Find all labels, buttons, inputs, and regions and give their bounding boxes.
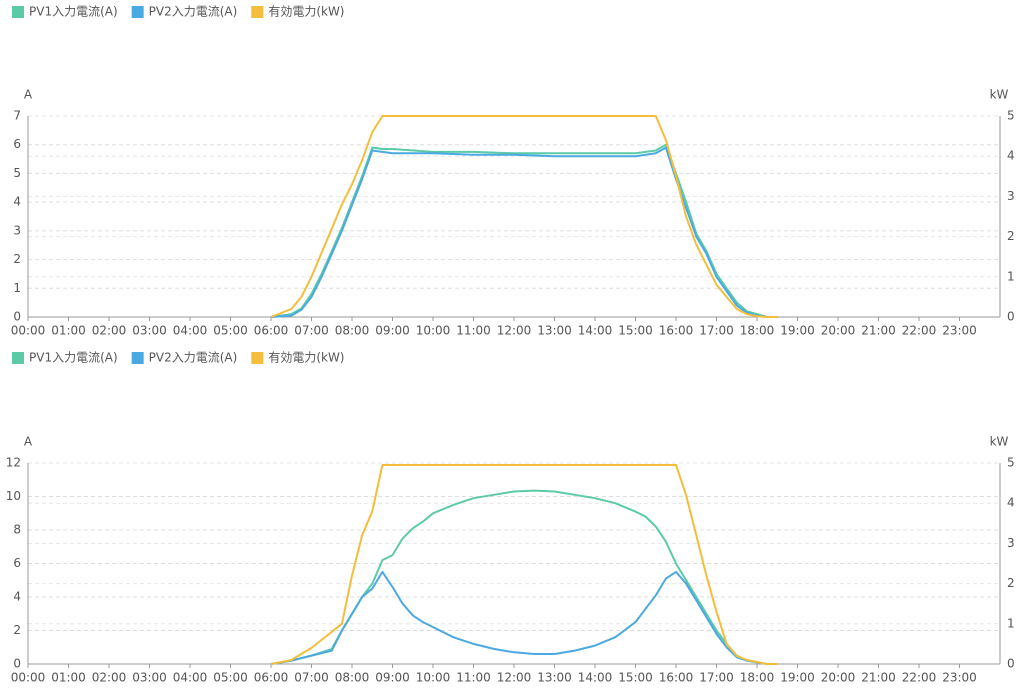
- legend-label[interactable]: PV2入力電流(A): [149, 5, 238, 19]
- y2-tick-label: 0: [1007, 310, 1015, 324]
- x-tick-label: 12:00: [497, 324, 532, 338]
- y-tick-label: 6: [13, 556, 21, 570]
- series-line: [270, 115, 778, 318]
- x-tick-label: 02:00: [92, 324, 127, 338]
- x-tick-label: 08:00: [335, 324, 370, 338]
- x-tick-label: 00:00: [11, 324, 46, 338]
- y2-tick-label: 0: [1007, 657, 1015, 671]
- x-tick-label: 13:00: [537, 671, 572, 685]
- x-tick-label: 13:00: [537, 324, 572, 338]
- x-tick-label: 03:00: [132, 324, 167, 338]
- x-tick-label: 07:00: [294, 671, 329, 685]
- legend-swatch[interactable]: [131, 6, 144, 18]
- series-line: [270, 489, 778, 665]
- x-tick-label: 20:00: [821, 671, 856, 685]
- y2-tick-label: 3: [1007, 189, 1015, 203]
- y-tick-label: 2: [13, 252, 21, 266]
- y2-tick-label: 2: [1007, 229, 1015, 243]
- x-tick-label: 19:00: [780, 324, 815, 338]
- x-tick-label: 06:00: [254, 671, 289, 685]
- y-tick-label: 3: [13, 223, 21, 237]
- legend-swatch[interactable]: [12, 352, 24, 364]
- x-tick-label: 18:00: [740, 671, 775, 685]
- x-tick-label: 00:00: [11, 671, 46, 685]
- x-tick-label: 10:00: [416, 324, 451, 338]
- y-tick-label: 5: [13, 166, 21, 180]
- x-tick-label: 14:00: [578, 671, 613, 685]
- legend-swatch[interactable]: [251, 6, 264, 18]
- x-tick-label: 10:00: [416, 671, 451, 685]
- x-tick-label: 18:00: [740, 324, 775, 338]
- x-tick-label: 09:00: [375, 671, 410, 685]
- x-tick-label: 04:00: [173, 324, 208, 338]
- x-tick-label: 14:00: [578, 324, 613, 338]
- x-tick-label: 03:00: [132, 671, 167, 685]
- y-tick-label: 0: [13, 657, 21, 671]
- y2-axis-unit: kW: [990, 88, 1009, 102]
- y-tick-label: 0: [13, 310, 21, 324]
- series-line: [270, 570, 778, 665]
- x-tick-label: 01:00: [51, 671, 86, 685]
- x-tick-label: 11:00: [456, 324, 491, 338]
- x-tick-label: 21:00: [861, 324, 896, 338]
- legend-label[interactable]: 有効電力(kW): [268, 350, 344, 365]
- x-tick-label: 05:00: [213, 671, 248, 685]
- x-tick-label: 12:00: [497, 671, 532, 685]
- y-tick-label: 6: [13, 137, 21, 151]
- x-tick-label: 22:00: [902, 324, 937, 338]
- y2-tick-label: 1: [1007, 269, 1015, 283]
- x-tick-label: 23:00: [942, 324, 977, 338]
- series-line: [270, 143, 778, 318]
- y-tick-label: 1: [13, 281, 21, 295]
- x-tick-label: 08:00: [335, 671, 370, 685]
- y-axis-unit: A: [24, 435, 33, 449]
- y-tick-label: 4: [13, 195, 21, 209]
- y2-tick-label: 4: [1007, 149, 1015, 163]
- y2-tick-label: 1: [1007, 616, 1015, 630]
- y-tick-label: 7: [13, 109, 21, 123]
- legend-label[interactable]: 有効電力(kW): [268, 4, 344, 19]
- x-tick-label: 09:00: [375, 324, 410, 338]
- y-tick-label: 2: [13, 623, 21, 637]
- legend-swatch[interactable]: [12, 6, 24, 18]
- y-tick-label: 10: [6, 489, 21, 503]
- legend-label[interactable]: PV2入力電流(A): [149, 351, 238, 365]
- legend-swatch[interactable]: [131, 352, 144, 364]
- x-tick-label: 19:00: [780, 671, 815, 685]
- x-tick-label: 17:00: [699, 324, 734, 338]
- y2-tick-label: 2: [1007, 576, 1015, 590]
- series-line: [270, 464, 778, 665]
- y2-tick-label: 5: [1007, 456, 1015, 470]
- x-tick-label: 07:00: [294, 324, 329, 338]
- y-tick-label: 4: [13, 590, 21, 604]
- y2-tick-label: 3: [1007, 536, 1015, 550]
- y-tick-label: 8: [13, 523, 21, 537]
- legend-label[interactable]: PV1入力電流(A): [29, 5, 118, 19]
- x-tick-label: 04:00: [173, 671, 208, 685]
- y2-tick-label: 5: [1007, 109, 1015, 123]
- y-axis-unit: A: [24, 88, 33, 102]
- y2-tick-label: 4: [1007, 496, 1015, 510]
- x-tick-label: 23:00: [942, 671, 977, 685]
- x-tick-label: 16:00: [659, 671, 694, 685]
- series-line: [270, 146, 778, 318]
- x-tick-label: 15:00: [618, 671, 653, 685]
- legend-label[interactable]: PV1入力電流(A): [29, 351, 118, 365]
- x-tick-label: 05:00: [213, 324, 248, 338]
- y2-axis-unit: kW: [990, 435, 1009, 449]
- legend-swatch[interactable]: [251, 352, 264, 364]
- x-tick-label: 11:00: [456, 671, 491, 685]
- x-tick-label: 06:00: [254, 324, 289, 338]
- x-tick-label: 16:00: [659, 324, 694, 338]
- x-tick-label: 21:00: [861, 671, 896, 685]
- x-tick-label: 01:00: [51, 324, 86, 338]
- x-tick-label: 02:00: [92, 671, 127, 685]
- x-tick-label: 20:00: [821, 324, 856, 338]
- x-tick-label: 22:00: [902, 671, 937, 685]
- x-tick-label: 15:00: [618, 324, 653, 338]
- y-tick-label: 12: [6, 456, 21, 470]
- x-tick-label: 17:00: [699, 671, 734, 685]
